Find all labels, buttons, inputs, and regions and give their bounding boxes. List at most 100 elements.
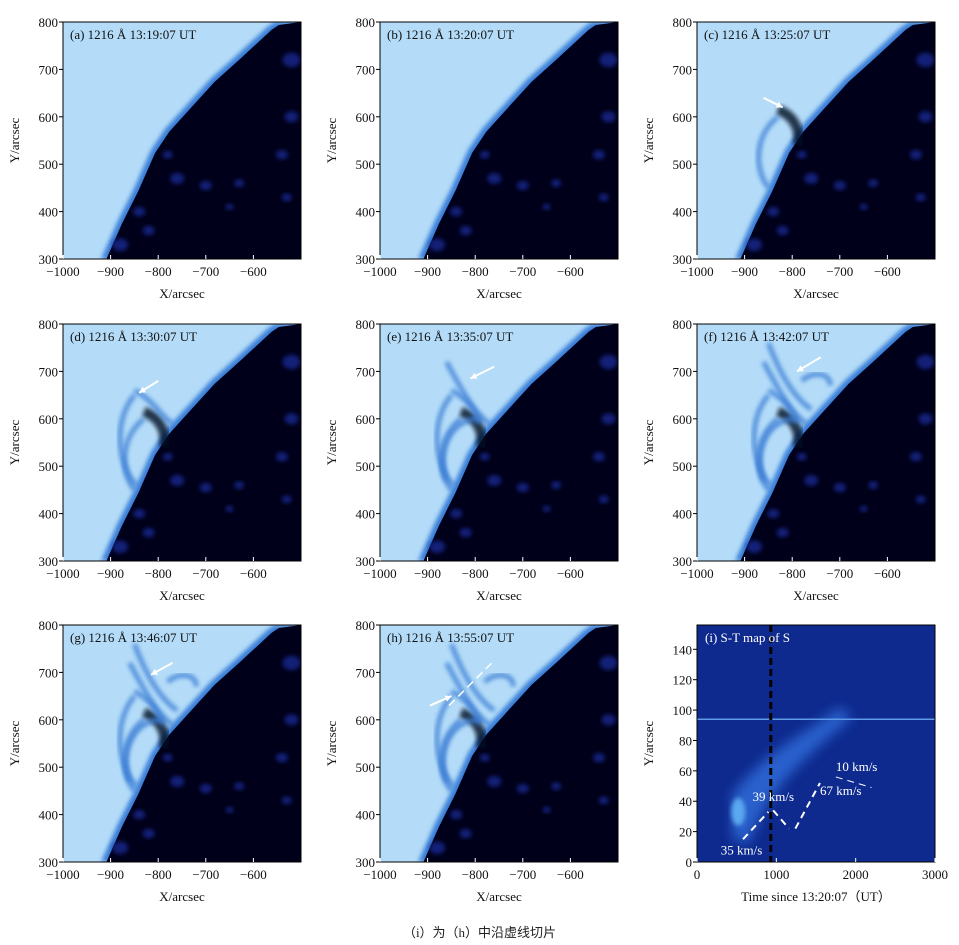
y-tick-label: 120: [673, 673, 693, 688]
bright-track: [732, 707, 852, 844]
y-tick-label: 700: [39, 62, 59, 77]
x-tick-label: −1000: [363, 264, 396, 279]
solar-disk: [106, 324, 301, 561]
bright-point: [868, 179, 879, 188]
y-axis-label: Y/arcsec: [324, 420, 339, 466]
x-tick-label: −900: [731, 264, 758, 279]
bright-point: [599, 52, 618, 68]
y-tick-label: 300: [673, 252, 693, 267]
y-tick-label: 400: [39, 507, 59, 522]
y-tick-label: 600: [356, 412, 376, 427]
x-tick-label: 0: [694, 867, 701, 882]
slice-dashed-line: [448, 660, 495, 707]
bright-point: [234, 481, 245, 490]
x-tick-label: −600: [240, 867, 267, 882]
bright-point: [170, 474, 185, 487]
y-tick-label: 700: [356, 364, 376, 379]
bright-point: [859, 203, 868, 211]
bright-point: [275, 752, 288, 763]
bright-point: [516, 180, 529, 191]
panel-label: (e) 1216 Å 13:35:07 UT: [387, 329, 513, 344]
figure-caption: （i）为（h）中沿虚线切片: [402, 925, 557, 940]
bright-point: [601, 714, 616, 726]
solar-image: [63, 22, 301, 259]
speed-label: 10 km/s: [836, 759, 878, 774]
bright-point: [487, 474, 502, 487]
speed-label: 67 km/s: [820, 783, 862, 798]
x-tick-label: −600: [240, 264, 267, 279]
bright-point: [776, 225, 789, 236]
solar-image: [697, 22, 935, 259]
solar-image: [63, 324, 301, 561]
bright-point: [281, 796, 292, 805]
y-tick-label: 400: [673, 507, 693, 522]
solar-image: [380, 625, 618, 862]
eruptive-loop: [117, 393, 139, 488]
x-tick-label: −700: [509, 867, 536, 882]
x-tick-label: −600: [557, 566, 584, 581]
y-tick-label: 500: [673, 459, 693, 474]
x-axis-label: X/arcsec: [793, 286, 839, 301]
bright-point: [459, 225, 472, 236]
bright-point: [746, 238, 763, 252]
x-tick-label: −1000: [46, 264, 79, 279]
x-tick-label: −800: [462, 264, 489, 279]
y-tick-label: 300: [356, 855, 376, 870]
bright-point: [234, 179, 245, 188]
x-tick-label: −900: [731, 566, 758, 581]
panel-label: (f) 1216 Å 13:42:07 UT: [704, 329, 829, 344]
bright-point: [284, 413, 299, 425]
y-tick-label: 20: [679, 825, 692, 840]
solar-image: [380, 324, 618, 561]
x-tick-label: −1000: [680, 566, 713, 581]
y-tick-label: 500: [39, 459, 59, 474]
x-tick-label: −800: [145, 867, 172, 882]
y-axis-label: Y/arcsec: [324, 118, 339, 164]
y-tick-label: 400: [673, 205, 693, 220]
eruptive-loop: [132, 643, 179, 713]
eruptive-loop: [123, 717, 164, 783]
y-tick-label: 400: [356, 808, 376, 823]
plot-frame: [62, 323, 302, 562]
eruptive-loop: [766, 342, 813, 412]
bright-point: [542, 203, 551, 211]
x-tick-label: −1000: [363, 867, 396, 882]
x-tick-label: −600: [557, 264, 584, 279]
bright-point: [225, 203, 234, 211]
figure: (a) 1216 Å 13:19:07 UT −1000 −900 −800 −700 −…: [7, 15, 948, 904]
x-axis-label: X/arcsec: [793, 588, 839, 603]
y-tick-label: 800: [356, 317, 376, 332]
x-tick-label: −800: [779, 264, 806, 279]
panel-label: (h) 1216 Å 13:55:07 UT: [387, 630, 514, 645]
image-panel-b: (b) 1216 Å 13:20:07 UT −1000 −900 −800 −700 −…: [324, 15, 619, 301]
x-axis-label: X/arcsec: [476, 588, 522, 603]
bright-point: [918, 111, 933, 123]
bright-point: [199, 482, 212, 493]
panel-label: (b) 1216 Å 13:20:07 UT: [387, 27, 514, 42]
speed-label: 39 km/s: [753, 789, 795, 804]
bright-point: [542, 806, 551, 814]
y-tick-label: 500: [39, 157, 59, 172]
y-tick-label: 800: [39, 618, 59, 633]
y-tick-label: 700: [356, 665, 376, 680]
x-tick-label: −1000: [363, 566, 396, 581]
y-tick-label: 300: [39, 252, 59, 267]
solar-disk: [423, 625, 618, 862]
x-axis-label: X/arcsec: [159, 889, 205, 904]
bright-point: [746, 540, 763, 554]
dark-filament: [775, 407, 804, 450]
y-tick-label: 300: [39, 855, 59, 870]
bright-point: [776, 527, 789, 538]
x-tick-label: −700: [192, 566, 219, 581]
bright-point: [598, 495, 609, 504]
y-tick-label: 800: [39, 317, 59, 332]
bright-point: [281, 495, 292, 504]
bright-point: [162, 150, 173, 159]
bright-point: [162, 753, 173, 762]
eruptive-loop: [440, 717, 481, 783]
plot-frame: [696, 21, 936, 260]
panel-label: (g) 1216 Å 13:46:07 UT: [70, 630, 197, 645]
speed-fit-line: [835, 776, 872, 789]
bright-point: [601, 413, 616, 425]
bright-point: [487, 172, 502, 185]
